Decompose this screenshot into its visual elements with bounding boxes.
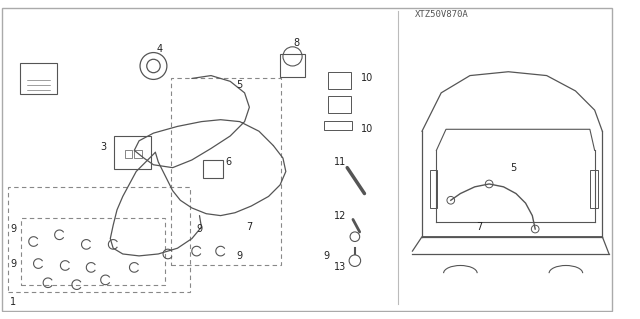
Text: 6: 6 xyxy=(225,157,231,167)
Text: 12: 12 xyxy=(334,211,347,221)
Bar xyxy=(590,170,598,208)
Text: 13: 13 xyxy=(334,263,347,272)
Text: 5: 5 xyxy=(237,80,243,90)
Text: 9: 9 xyxy=(196,224,202,234)
Bar xyxy=(429,170,437,208)
Bar xyxy=(125,150,132,158)
Text: XTZ50V870A: XTZ50V870A xyxy=(415,10,469,19)
Text: 9: 9 xyxy=(10,224,17,234)
Text: 5: 5 xyxy=(510,163,516,173)
Text: 3: 3 xyxy=(100,142,107,152)
Text: 7: 7 xyxy=(246,222,253,232)
Text: 9: 9 xyxy=(10,259,17,269)
Text: 4: 4 xyxy=(156,44,163,54)
Bar xyxy=(134,150,142,158)
Text: 1: 1 xyxy=(10,297,17,307)
Text: 8: 8 xyxy=(293,38,300,48)
Text: 9: 9 xyxy=(323,251,329,261)
Text: 11: 11 xyxy=(334,157,347,167)
Text: 9: 9 xyxy=(237,251,243,261)
Text: 10: 10 xyxy=(361,124,374,134)
Text: 7: 7 xyxy=(476,222,483,232)
Text: 10: 10 xyxy=(361,73,374,84)
